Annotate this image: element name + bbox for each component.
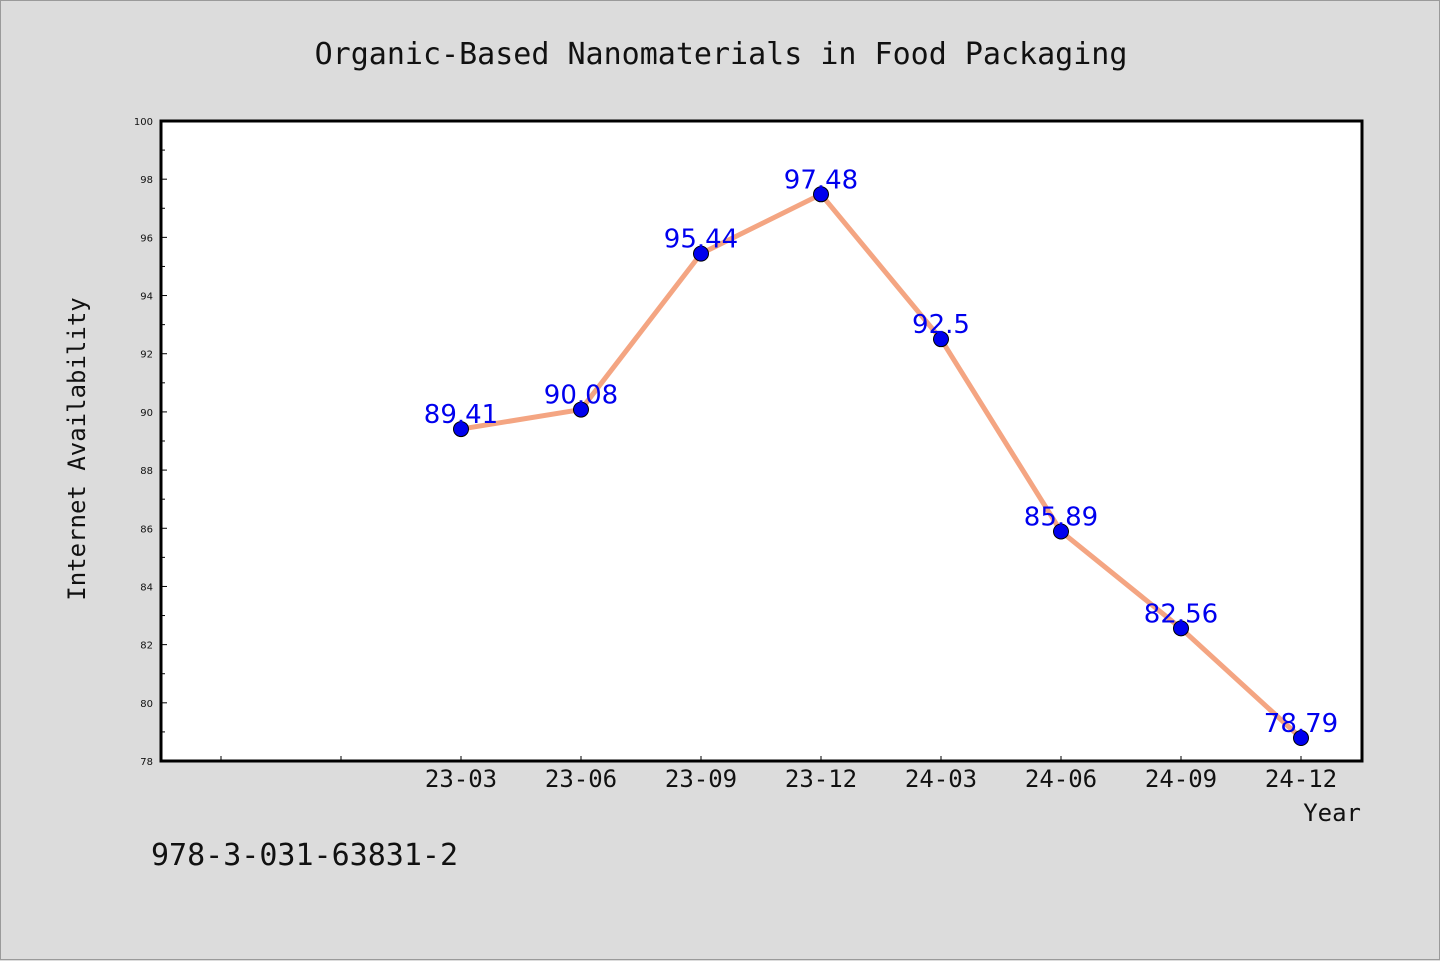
plot-frame [159,119,1364,763]
y-tick-label: 82 [140,641,153,652]
data-label: 85.89 [1024,502,1098,532]
data-point [693,245,709,262]
y-tick-label: 80 [140,699,153,710]
data-label: 89.41 [424,400,498,430]
y-tick-label: 78 [140,757,153,768]
isbn-note: 978-3-031-63831-2 [151,838,458,873]
data-label: 82.56 [1144,599,1218,629]
x-axis-label: Year [1303,799,1361,827]
data-point [813,186,829,203]
y-tick-label: 98 [140,175,153,186]
x-tick-label: 24-12 [1265,765,1337,793]
x-tick-label: 23-06 [545,765,617,793]
y-tick-label: 96 [140,233,153,244]
data-point [1173,620,1189,637]
y-tick-label: 90 [140,408,153,419]
y-tick-label: 84 [140,582,153,593]
chart-title: Organic-Based Nanomaterials in Food Pack… [315,37,1128,72]
y-axis-label: Internet Availability [63,297,91,600]
x-tick-label: 23-09 [665,765,737,793]
data-point [933,331,949,348]
data-label: 90.08 [544,381,618,411]
data-point [453,421,469,438]
data-label: 78.79 [1264,709,1338,739]
data-label: 97.48 [784,165,858,195]
data-point [1293,730,1309,747]
plot-area [161,121,1362,761]
y-tick-label: 86 [140,524,153,535]
x-tick-label: 23-12 [785,765,857,793]
x-tick-label: 24-06 [1025,765,1097,793]
y-tick-label: 92 [140,350,153,361]
x-tick-labels: 23-03 23-06 23-09 23-12 24-03 24-06 24-09 24-12 [425,765,1337,793]
data-points [453,186,1309,747]
data-point [1053,523,1069,540]
y-tick-label: 100 [134,117,153,128]
y-tick-label: 88 [140,466,153,477]
y-tick-label: 94 [140,292,153,303]
data-point [573,401,589,418]
data-label: 92.5 [912,310,970,340]
data-labels: 89.41 90.08 95.44 97.48 92.5 85.89 82.56 78.79 [424,165,1338,739]
x-tick-label: 24-03 [905,765,977,793]
x-tick-label: 24-09 [1145,765,1217,793]
y-tick-labels: 78 80 82 84 86 88 90 92 94 96 98 100 [134,117,153,768]
data-label: 95.44 [664,225,738,255]
x-tick-label: 23-03 [425,765,497,793]
series-line [458,191,1304,741]
